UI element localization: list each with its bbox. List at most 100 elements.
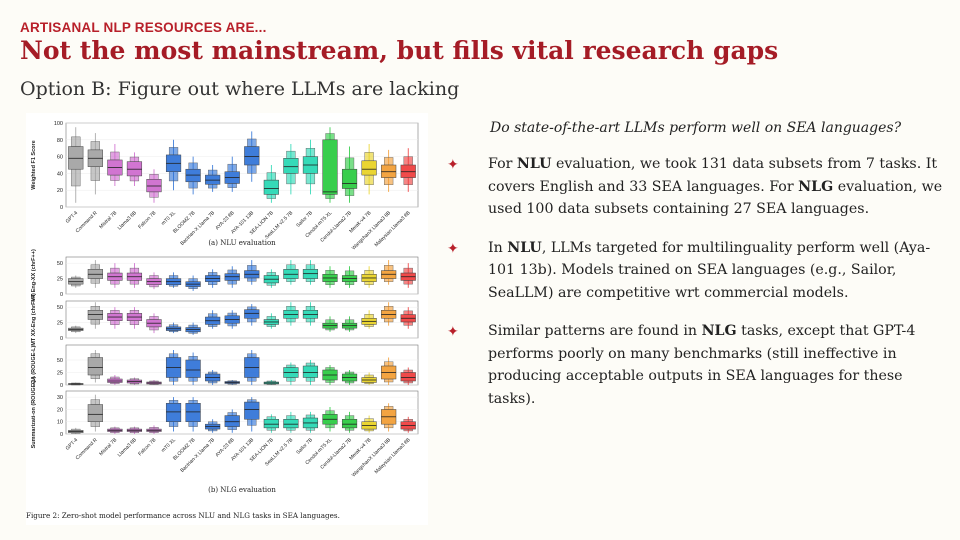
box-outer — [364, 374, 374, 378]
box-outer — [403, 280, 413, 285]
box-outer — [129, 280, 140, 285]
box-outer — [149, 326, 159, 331]
y-axis-label: Summarizati-on (ROUGE-L) — [31, 376, 37, 448]
box-outer — [149, 275, 159, 279]
box-outer — [266, 427, 276, 431]
box-outer — [305, 427, 316, 431]
box-outer — [90, 399, 100, 405]
model-label: Sailor 7B — [295, 210, 314, 229]
box-outer — [247, 164, 257, 174]
box-outer — [403, 267, 413, 274]
box-outer — [90, 264, 100, 270]
box-outer — [227, 183, 237, 188]
box-outer — [227, 280, 237, 285]
box-outer — [247, 399, 257, 403]
box-outer — [247, 306, 257, 310]
box-outer — [384, 265, 394, 271]
box-iqr — [185, 359, 201, 378]
y-tick-label: 10 — [57, 420, 63, 426]
box-iqr — [244, 146, 260, 166]
box-outer — [188, 377, 198, 382]
section-kicker: ARTISANAL NLP RESOURCES ARE... — [20, 20, 267, 35]
box-outer — [90, 319, 100, 325]
box-outer — [90, 353, 100, 358]
box-outer — [149, 427, 159, 430]
box-iqr — [263, 419, 279, 429]
box-outer — [266, 282, 276, 286]
box-iqr — [244, 401, 260, 420]
box-outer — [71, 283, 81, 287]
box-outer — [305, 318, 316, 323]
box-outer — [364, 281, 374, 285]
box-outer — [305, 377, 316, 382]
box-outer — [344, 427, 355, 431]
box-outer — [384, 318, 394, 323]
plot-frame — [65, 390, 419, 435]
model-label: GPT-4 — [65, 210, 80, 225]
box-outer — [149, 316, 159, 320]
box-outer — [227, 312, 237, 316]
y-axis-label: Weighted F1 Score — [31, 140, 37, 189]
box-iqr — [146, 179, 162, 193]
box-outer — [266, 272, 276, 276]
box-outer — [403, 369, 413, 373]
box-outer — [286, 278, 296, 282]
box-outer — [90, 278, 100, 284]
box-outer — [110, 267, 120, 274]
y-tick-label: 30 — [57, 395, 63, 401]
box-outer — [364, 152, 374, 162]
box-outer — [305, 306, 316, 311]
box-iqr — [126, 161, 143, 177]
box-outer — [286, 306, 296, 311]
box-outer — [71, 136, 81, 147]
box-outer — [208, 281, 218, 285]
box-iqr — [185, 403, 201, 422]
box-outer — [286, 150, 296, 159]
box-outer — [364, 174, 374, 185]
box-outer — [305, 264, 316, 270]
box-iqr — [205, 174, 221, 185]
box-iqr — [283, 158, 299, 174]
model-label: Malaysian Llama3 8B — [374, 437, 413, 476]
box-outer — [344, 380, 355, 384]
box-outer — [188, 286, 198, 289]
bullet-text: Similar patterns are found in NLG tasks,… — [488, 323, 916, 407]
box-outer — [305, 278, 316, 282]
box-outer — [344, 281, 355, 285]
box-outer — [247, 265, 257, 271]
box-outer — [227, 426, 237, 430]
y-tick-label: 0 — [60, 336, 63, 342]
box-outer — [208, 428, 218, 432]
box-outer — [266, 194, 276, 199]
y-tick-label: 50 — [57, 261, 63, 267]
model-label: mT0 XL — [160, 210, 177, 227]
box-outer — [364, 418, 374, 422]
box-outer — [364, 428, 374, 432]
four-point-star-icon: ✦ — [447, 240, 459, 257]
box-outer — [286, 264, 296, 270]
box-outer — [325, 410, 335, 415]
box-outer — [286, 427, 296, 431]
model-label: Llama3 8B — [117, 437, 139, 459]
box-outer — [305, 362, 316, 367]
box-outer — [344, 188, 355, 196]
bullet-list: ✦ For NLU evaluation, we took 131 data s… — [444, 153, 944, 410]
box-outer — [188, 356, 198, 361]
box-iqr — [68, 146, 84, 170]
bullet-item: ✦ For NLU evaluation, we took 131 data s… — [444, 153, 944, 221]
box-outer — [149, 174, 159, 180]
box-outer — [168, 353, 179, 358]
box-outer — [168, 275, 179, 279]
slide-subtitle: Option B: Figure out where LLMs are lack… — [20, 78, 460, 100]
box-outer — [247, 277, 257, 282]
box-outer — [384, 361, 394, 367]
box-outer — [247, 419, 257, 426]
model-label: Falcon 7B — [137, 210, 158, 231]
box-outer — [286, 318, 296, 323]
y-tick-label: 40 — [57, 171, 63, 177]
y-tick-label: 0 — [60, 292, 63, 298]
box-outer — [71, 169, 81, 187]
box-outer — [90, 374, 100, 379]
box-outer — [188, 278, 198, 282]
box-outer — [325, 327, 335, 331]
